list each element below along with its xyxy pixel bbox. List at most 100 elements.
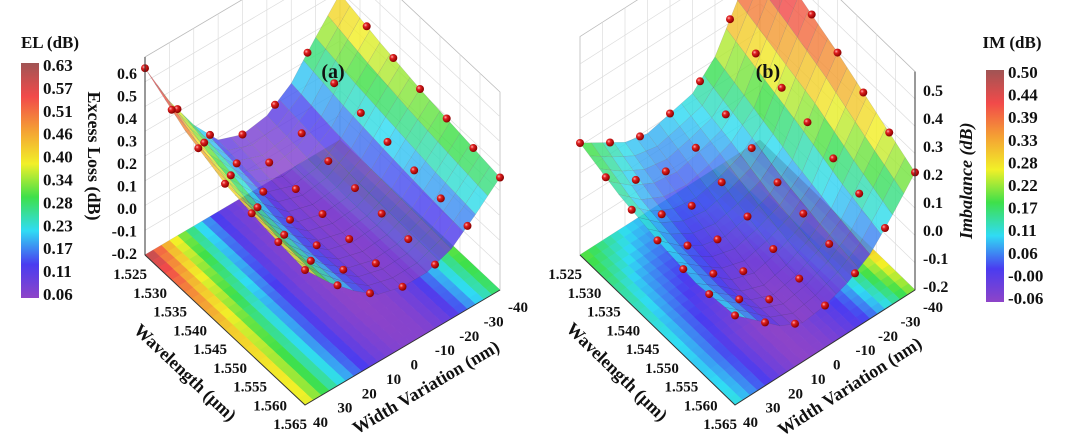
- data-point: [717, 178, 726, 187]
- x-tick-label: 1.555: [233, 380, 267, 396]
- y-tick-label: 30: [766, 401, 781, 417]
- data-point: [356, 108, 365, 117]
- y-tick-label: -20: [459, 329, 479, 345]
- data-point: [232, 159, 241, 168]
- y-tick-label: -10: [435, 343, 455, 359]
- y-tick-label: 30: [337, 401, 352, 417]
- data-point: [286, 215, 294, 224]
- z-tick-label: -0.1: [923, 251, 948, 268]
- data-point: [280, 230, 289, 239]
- colorbar-gradient: [986, 70, 1004, 302]
- data-point: [265, 158, 274, 167]
- x-tick-label: 1.565: [273, 417, 307, 433]
- data-point: [301, 266, 309, 274]
- z-tick-label: 0.2: [117, 156, 137, 173]
- colorbar-tick-label: 0.06: [1008, 244, 1038, 263]
- data-point: [383, 137, 392, 146]
- data-point: [247, 209, 256, 218]
- data-point: [769, 245, 778, 253]
- data-point: [173, 105, 182, 114]
- panel-title: (a): [321, 61, 344, 83]
- z-tick-label: 0.1: [117, 179, 137, 196]
- z-tick-label: 0.3: [923, 139, 943, 156]
- x-tick-label: 1.560: [684, 398, 718, 414]
- data-point: [713, 235, 722, 244]
- y-tick-label: -20: [878, 329, 898, 345]
- y-tick-label: 40: [743, 415, 758, 431]
- data-point: [751, 49, 760, 58]
- data-point: [330, 79, 339, 88]
- data-point: [666, 109, 674, 118]
- colorbar-title: EL (dB): [21, 33, 79, 52]
- data-points: [141, 22, 504, 298]
- colorbar-tick-label: 0.40: [43, 148, 73, 167]
- colorbar-tick-label: 0.57: [43, 79, 73, 98]
- z-tick-label: 0.5: [923, 83, 943, 100]
- x-tick-label: 1.535: [587, 305, 621, 321]
- z-tick-label: -0.2: [923, 279, 948, 296]
- y-tick-label: -30: [484, 314, 504, 330]
- data-point: [442, 114, 451, 123]
- data-point: [339, 265, 348, 274]
- data-point: [167, 105, 176, 114]
- data-point: [851, 269, 859, 278]
- data-point: [731, 311, 739, 320]
- colorbar-ticks: 0.63 0.57 0.51 0.46 0.40 0.34 0.28 0.23 0.17 0.11…: [43, 56, 73, 304]
- data-point: [436, 194, 445, 203]
- colorbar-tick-label: -0.06: [1008, 289, 1043, 308]
- y-tick-label: 20: [362, 386, 377, 402]
- data-point: [312, 241, 321, 250]
- x-tick-label: 1.525: [113, 267, 147, 283]
- data-point: [691, 143, 700, 152]
- z-tick-label: 0.3: [117, 134, 137, 151]
- gridline: [144, 0, 501, 142]
- colorbar-tick-label: 0.63: [43, 56, 73, 75]
- y-tick-label: 0: [411, 358, 419, 374]
- data-point: [679, 265, 688, 274]
- data-point: [297, 129, 306, 138]
- data-point: [431, 260, 439, 269]
- data-point: [791, 319, 799, 328]
- y-tick-label: 10: [386, 372, 401, 388]
- data-point: [705, 290, 714, 299]
- z-tick-label: 0.6: [117, 66, 137, 83]
- data-point: [855, 189, 864, 198]
- data-point: [318, 210, 327, 218]
- data-point: [735, 295, 744, 304]
- colorbar-tick-label: 0.44: [1008, 86, 1038, 105]
- colorbar-tick-label: -0.00: [1008, 266, 1043, 285]
- z-tick-label: 0.2: [923, 167, 943, 184]
- data-point: [881, 224, 889, 232]
- data-point: [271, 100, 279, 109]
- data-point: [606, 138, 614, 147]
- y-tick-label: -10: [856, 343, 876, 359]
- data-point: [306, 256, 315, 265]
- colorbar-el: EL (dB) 0.63 0.57 0.51 0.46 0.40 0.34 0.28 0.23…: [21, 33, 79, 304]
- data-point: [829, 154, 838, 163]
- panel-a: -0.2 -0.1 0.0 0.1 0.2 0.3 0.4 0.5 0.6 1.525 1.530 1…: [83, 0, 528, 439]
- y-tick-label: -40: [508, 300, 528, 316]
- y-tick-label: -30: [901, 314, 921, 330]
- z-tick-label: 0.5: [117, 89, 137, 106]
- panel-b: -0.2 -0.1 0.0 0.1 0.2 0.3 0.4 0.5 1.525 1.530 1.53…: [548, 0, 977, 440]
- z-axis-label: Excess Loss (dB): [83, 91, 104, 220]
- data-point: [291, 185, 300, 193]
- data-point: [496, 173, 504, 182]
- data-point: [739, 267, 748, 276]
- x-tick-label: 1.555: [665, 380, 699, 396]
- x-tick-label: 1.560: [253, 398, 287, 414]
- z-axis-label: Imbalance (dB): [956, 123, 977, 241]
- panel-title: (b): [756, 61, 780, 83]
- data-point: [194, 144, 203, 153]
- floor-axes: [144, 254, 501, 406]
- x-tick-label: 1.545: [193, 342, 227, 358]
- data-point: [803, 118, 812, 127]
- data-point: [761, 318, 769, 327]
- data-point: [631, 175, 640, 184]
- x-tick-label: 1.540: [173, 323, 207, 339]
- colorbar-tick-label: 0.17: [1008, 199, 1038, 218]
- data-point: [371, 259, 380, 268]
- y-tick-label: -40: [923, 300, 943, 316]
- data-point: [398, 282, 407, 291]
- x-tick-label: 1.550: [645, 361, 679, 377]
